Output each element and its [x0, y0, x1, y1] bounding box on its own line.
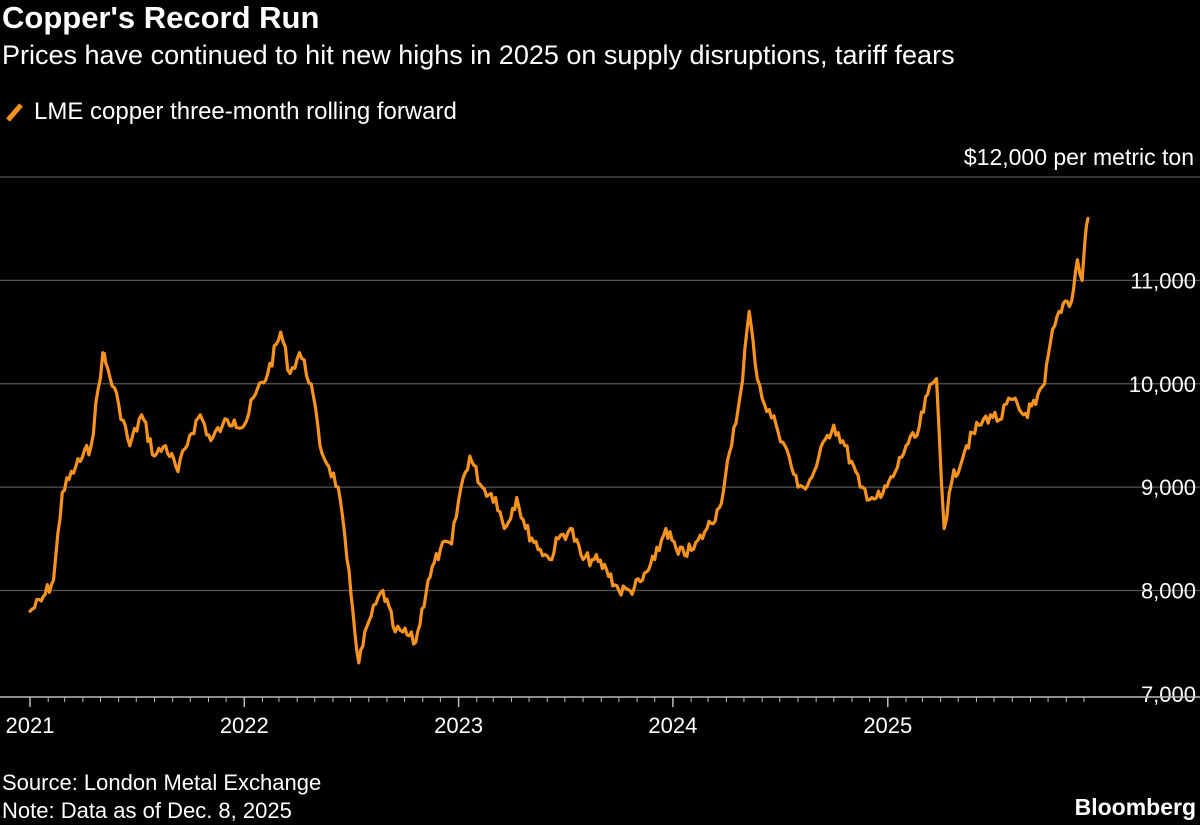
legend: LME copper three-month rolling forward — [4, 98, 457, 126]
x-tick-label: 2025 — [863, 713, 912, 738]
chart-subtitle: Prices have continued to hit new highs i… — [2, 40, 955, 70]
x-tick-label: 2021 — [6, 713, 55, 738]
bloomberg-logo: Bloomberg — [1074, 794, 1196, 820]
chart-title: Copper's Record Run — [2, 0, 320, 35]
y-tick-label: 9,000 — [1141, 475, 1196, 500]
y-tick-label: 11,000 — [1130, 268, 1196, 293]
x-tick-label: 2024 — [648, 713, 697, 738]
source-note: Source: London Metal Exchange — [2, 770, 322, 795]
y-tick-label: 7,000 — [1141, 682, 1196, 707]
data-note: Note: Data as of Dec. 8, 2025 — [2, 798, 292, 823]
legend-label: LME copper three-month rolling forward — [34, 98, 457, 125]
y-axis-unit-label: $12,000 per metric ton — [963, 144, 1194, 170]
y-tick-label: 10,000 — [1129, 372, 1196, 397]
x-tick-label: 2022 — [220, 713, 269, 738]
series-line-lme-copper — [28, 216, 1090, 665]
y-tick-label: 8,000 — [1141, 579, 1196, 604]
legend-swatch-icon — [6, 103, 23, 122]
x-tick-label: 2023 — [434, 713, 483, 738]
